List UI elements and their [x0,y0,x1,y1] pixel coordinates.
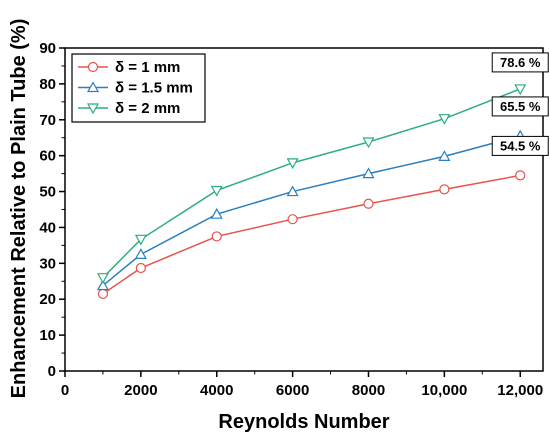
data-point [210,185,223,197]
y-tick-label: 90 [39,40,56,57]
y-tick-label: 40 [39,219,56,236]
legend-marker [87,61,99,73]
y-tick-label: 50 [39,184,56,201]
y-tick-label: 70 [39,112,56,129]
legend: δ = 1 mm δ = 1.5 mm δ = 2 mm [71,53,206,123]
data-point [286,185,299,197]
data-point [134,234,147,246]
x-tick-label: 8000 [352,382,385,399]
x-axis: 0 2000 4000 6000 8000 10,000 12,000 [61,371,543,399]
y-axis: 0 10 20 30 40 50 60 70 80 90 [39,40,65,380]
series-line [102,174,521,295]
x-tick-label: 0 [61,382,69,399]
legend-marker [86,81,100,93]
data-point [287,214,298,225]
y-tick-label: 20 [39,291,56,308]
x-axis-title: Reynolds Number [218,411,389,433]
legend-item: δ = 1 mm [78,59,180,76]
annotation-text: 78.6 % [500,55,541,70]
annotation-box [491,52,549,73]
y-tick-label: 0 [48,363,56,380]
value-annotation: 54.5 % [491,135,549,156]
data-point [97,288,109,299]
data-point [96,279,109,291]
data-point [135,262,146,274]
data-point [362,167,375,179]
annotation-text: 65.5 % [500,99,541,114]
y-tick-label: 80 [39,76,56,93]
data-point [439,184,450,195]
series-1 [96,129,527,291]
data-point [363,198,374,209]
data-point [515,170,526,181]
legend-label: δ = 2 mm [115,100,180,117]
data-point [438,150,451,161]
data-point [514,84,527,96]
x-tick-label: 2000 [124,382,157,399]
value-annotation: 78.6 % [491,52,549,73]
annotation-box [491,96,549,117]
data-point [211,231,222,242]
data-point [438,114,451,125]
data-point [362,137,375,149]
annotation-text: 54.5 % [500,138,541,153]
legend-item: δ = 1.5 mm [78,80,193,97]
x-tick-label: 6000 [276,382,309,399]
y-axis-title: Enhancement Relative to Plain Tube (%) [8,19,30,399]
legend-item: δ = 2 mm [78,100,180,117]
y-tick-label: 30 [39,255,56,272]
data-point [96,273,109,284]
legend-label: δ = 1.5 mm [115,80,193,97]
data-point [210,207,223,219]
data-point [286,158,299,170]
annotation-box [491,135,549,156]
annotations: 78.6 % 65.5 % 54.5 % [491,52,549,156]
data-point [134,248,147,259]
x-tick-label: 4000 [200,382,233,399]
x-tick-label: 10,000 [421,382,467,399]
y-tick-label: 60 [39,148,56,165]
legend-label: δ = 1 mm [115,59,180,76]
legend-marker [86,103,100,115]
series-0 [97,170,526,299]
value-annotation: 65.5 % [491,96,549,117]
series-layer [96,84,527,299]
x-tick-label: 12,000 [497,382,543,399]
y-tick-label: 10 [39,327,56,344]
series-2 [96,84,527,284]
